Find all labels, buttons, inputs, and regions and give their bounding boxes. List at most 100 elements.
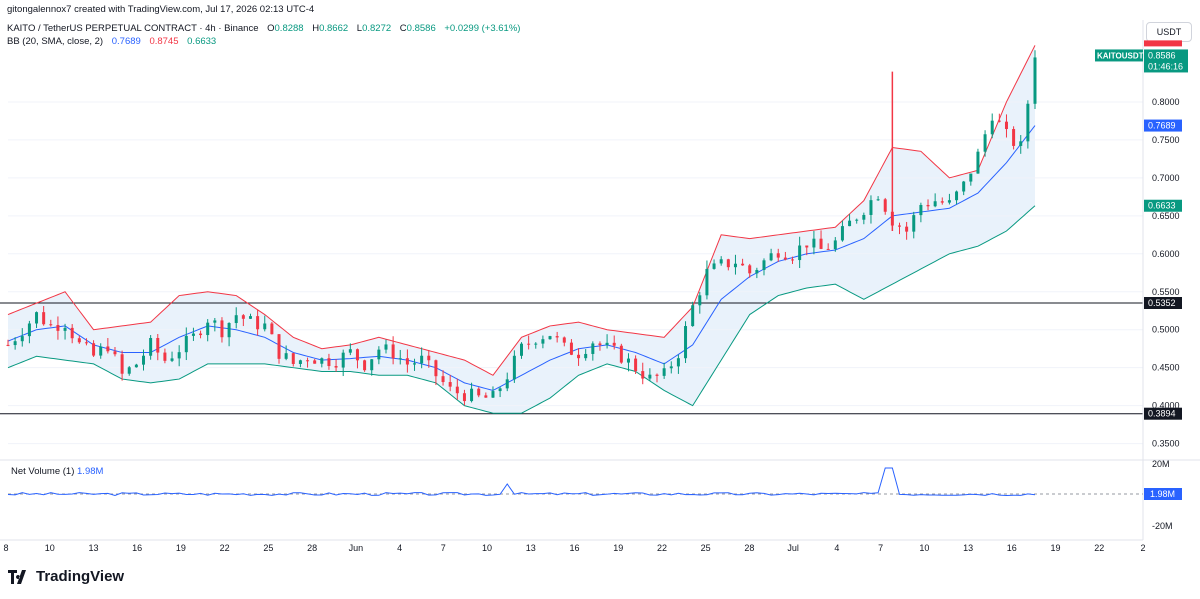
- symbol-title[interactable]: KAITO / TetherUS PERPETUAL CONTRACT · 4h…: [7, 23, 259, 34]
- price-tick-label: 0.4500: [1152, 363, 1180, 373]
- high-label: H: [312, 23, 320, 34]
- time-tick-label: 4: [397, 543, 402, 553]
- horizontal-levels: [0, 302, 1143, 415]
- candle-body: [35, 312, 39, 324]
- candle-body: [990, 120, 994, 135]
- candle-body: [527, 343, 531, 345]
- candle-body: [320, 358, 324, 364]
- candle-body: [733, 263, 737, 268]
- volume-tick-label: 20M: [1152, 459, 1170, 469]
- candle-body: [641, 371, 645, 379]
- candle-body: [306, 360, 310, 362]
- basis-line: [7, 125, 1036, 391]
- candle-body: [56, 325, 60, 331]
- time-axis: 8 10 13 16 19 22 25 28 Jun 4 7 10 13 16 19 22 25 28 Jul 4 7 1…: [0, 539, 1146, 553]
- price-tick-label: 0.4000: [1152, 401, 1180, 411]
- candle-body: [598, 343, 602, 346]
- candle-body: [855, 219, 859, 221]
- price-axis: 0.8000 0.7500 0.7000 0.6500 0.6000 0.5500 0.50…: [1142, 20, 1180, 540]
- candle-body: [441, 376, 445, 383]
- candle-body: [63, 327, 67, 331]
- candle-body: [862, 214, 866, 220]
- time-tick-label: 10: [919, 543, 929, 553]
- time-tick-label: Jul: [787, 543, 799, 553]
- candle-body: [213, 320, 217, 323]
- candle-body: [84, 342, 88, 344]
- candle-body: [256, 316, 260, 330]
- time-tick-label: 2: [1140, 543, 1145, 553]
- bb-indicator-label[interactable]: BB (20, SMA, close, 2): [7, 36, 104, 47]
- candle-body: [341, 352, 345, 368]
- candle-body: [512, 355, 516, 380]
- low-value: 0.8272: [362, 23, 392, 34]
- candle-body: [206, 322, 210, 336]
- time-tick-label: 16: [132, 543, 142, 553]
- candle-body: [484, 395, 488, 398]
- candles: [6, 50, 1037, 406]
- candle-body: [612, 342, 616, 346]
- price-tick-label: 0.7000: [1152, 173, 1180, 183]
- time-tick-label: 19: [1051, 543, 1061, 553]
- candle-body: [241, 315, 245, 319]
- candle-body: [284, 353, 288, 359]
- net-volume-label[interactable]: Net Volume (1): [11, 466, 75, 477]
- time-tick-label: 13: [88, 543, 98, 553]
- candle-body: [698, 295, 702, 306]
- candle-body: [291, 353, 295, 364]
- candle-body: [648, 374, 652, 379]
- candle-body: [1004, 121, 1008, 130]
- candle-body: [170, 358, 174, 361]
- time-tick-label: 25: [701, 543, 711, 553]
- candle-body: [955, 191, 959, 201]
- candle-body: [833, 240, 837, 250]
- candle-body: [897, 225, 901, 227]
- candle-body: [277, 334, 281, 359]
- grid: [8, 101, 1143, 445]
- time-tick-label: Jun: [349, 543, 364, 553]
- level-price-tag: [1144, 407, 1182, 420]
- candle-body: [912, 215, 916, 232]
- time-tick-label: 13: [963, 543, 973, 553]
- tradingview-logo[interactable]: TradingView: [8, 568, 124, 585]
- time-tick-label: 7: [878, 543, 883, 553]
- candle-body: [470, 388, 474, 402]
- candle-body: [940, 201, 944, 203]
- candle-body: [355, 349, 359, 361]
- candle-body: [462, 393, 466, 402]
- candle-body: [541, 339, 545, 344]
- candle-body: [626, 358, 630, 363]
- candle-body: [163, 352, 167, 361]
- candle-body: [384, 344, 388, 350]
- candle-body: [92, 343, 96, 356]
- price-tick-label: 0.6000: [1152, 249, 1180, 259]
- candle-body: [498, 388, 502, 392]
- candle-body: [655, 374, 659, 376]
- candle-body: [1033, 57, 1037, 104]
- candle-body: [248, 316, 252, 319]
- time-tick-label: 7: [441, 543, 446, 553]
- candle-body: [840, 226, 844, 241]
- candle-body: [584, 353, 588, 359]
- candle-body: [477, 388, 481, 396]
- candle-body: [783, 257, 787, 260]
- candle-body: [1026, 103, 1030, 142]
- tradingview-logo-icon: [8, 569, 26, 584]
- candle-body: [370, 359, 374, 371]
- candle-body: [741, 263, 745, 266]
- candle-body: [491, 391, 495, 398]
- candle-body: [106, 346, 110, 352]
- candle-body: [662, 368, 666, 376]
- candle-body: [377, 349, 381, 360]
- candle-body: [398, 358, 402, 360]
- candle-body: [220, 320, 224, 338]
- candle-body: [177, 352, 181, 359]
- candle-body: [363, 360, 367, 371]
- candle-body: [142, 355, 146, 365]
- candle-body: [99, 346, 103, 356]
- candle-body: [49, 324, 53, 326]
- symbol-tag-label: KAITOUSDT.P: [1097, 51, 1151, 60]
- open-value: 0.8288: [274, 23, 304, 34]
- lower-price-label: 0.6633: [1148, 201, 1176, 211]
- candle-body: [405, 358, 409, 365]
